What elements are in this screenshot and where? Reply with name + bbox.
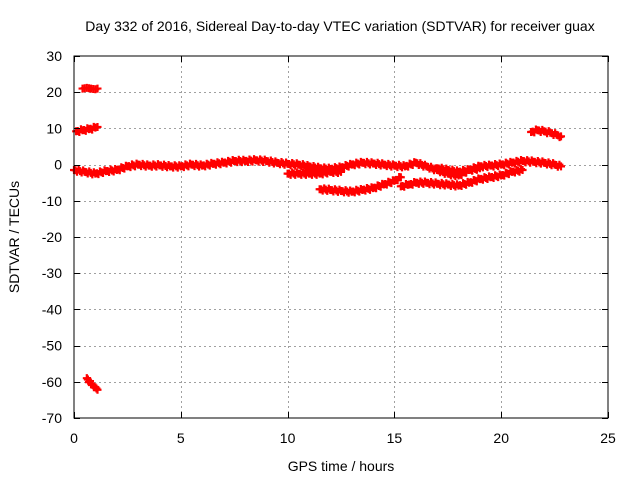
series-lower-band-B — [315, 172, 405, 197]
data-point — [396, 173, 405, 182]
series-lower-band-A — [283, 166, 345, 179]
y-tick-label: 30 — [46, 48, 62, 64]
data-point — [475, 164, 484, 173]
series-upper-short-arc-1 — [78, 83, 102, 94]
chart-title: Day 332 of 2016, Sidereal Day-to-day VTE… — [85, 18, 594, 34]
y-axis-label: SDTVAR / TECUs — [6, 181, 22, 293]
x-axis-tick-labels: 0 5 10 15 20 25 — [70, 430, 616, 446]
data-point — [337, 167, 345, 176]
data-point — [518, 166, 527, 175]
data-point — [557, 162, 566, 171]
x-tick-label: 5 — [177, 430, 185, 446]
y-tick-label: 20 — [46, 84, 62, 100]
y-tick-label: -50 — [42, 338, 62, 354]
data-point — [93, 385, 102, 394]
data-points — [70, 83, 566, 394]
y-tick-label: -30 — [42, 265, 62, 281]
data-point — [93, 84, 102, 93]
x-tick-label: 25 — [600, 430, 616, 446]
x-tick-label: 10 — [280, 430, 296, 446]
series-main-band — [70, 155, 566, 181]
y-tick-label: -20 — [42, 229, 62, 245]
x-tick-label: 0 — [70, 430, 78, 446]
x-tick-label: 20 — [493, 430, 509, 446]
axis-ticks — [74, 56, 609, 419]
gridlines — [74, 56, 608, 418]
data-point — [557, 132, 566, 141]
data-point — [93, 122, 102, 131]
series-low-short-arc — [82, 374, 102, 394]
y-tick-label: -10 — [42, 193, 62, 209]
x-tick-label: 15 — [387, 430, 403, 446]
x-axis-label: GPS time / hours — [288, 458, 395, 474]
series-lower-band-C — [396, 165, 527, 191]
y-axis-tick-labels: -70 -60 -50 -40 -30 -20 -10 0 10 20 30 — [42, 48, 62, 426]
data-point — [335, 166, 344, 175]
series-right-short-arc — [527, 125, 566, 142]
series-band-near-zero-2 — [433, 163, 484, 177]
y-tick-label: 10 — [46, 120, 62, 136]
y-tick-label: 0 — [54, 157, 62, 173]
y-tick-label: -70 — [42, 410, 62, 426]
y-tick-label: -40 — [42, 301, 62, 317]
series-upper-short-arc-2 — [72, 122, 102, 136]
y-tick-label: -60 — [42, 374, 62, 390]
